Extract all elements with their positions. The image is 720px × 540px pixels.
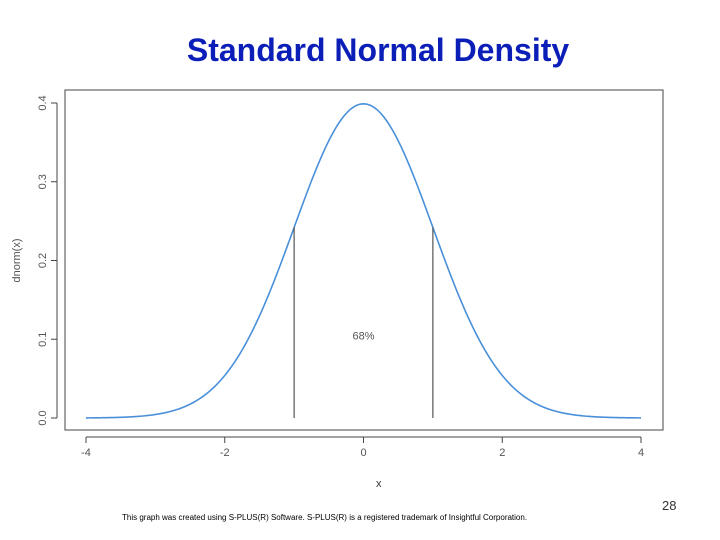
percent-annotation: 68% <box>352 330 374 342</box>
y-tick-label: 0.1 <box>37 332 49 347</box>
y-tick-label: 0.3 <box>37 174 49 189</box>
x-tick-label: -4 <box>81 447 91 459</box>
slide-title: Standard Normal Density <box>186 32 570 68</box>
footer-note: This graph was created using S-PLUS(R) S… <box>122 513 528 522</box>
y-tick-label: 0.4 <box>37 95 49 110</box>
page-number: 28 <box>662 498 677 513</box>
plot-frame <box>64 89 664 431</box>
x-tick-label: 2 <box>499 447 505 459</box>
y-tick-label: 0.0 <box>37 410 49 425</box>
x-axis-label: x <box>376 478 382 490</box>
x-tick-label: -2 <box>220 447 230 459</box>
y-tick-label: 0.2 <box>37 253 49 268</box>
x-tick-label: 4 <box>638 447 644 459</box>
x-tick-label: 0 <box>360 447 366 459</box>
y-axis-label: dnorm(x) <box>11 238 23 282</box>
density-chart: -4 -2 0 2 4 0.0 0.1 0.2 0.3 0.4 dnorm(x) 68% <box>11 89 664 459</box>
density-curve <box>86 103 641 419</box>
